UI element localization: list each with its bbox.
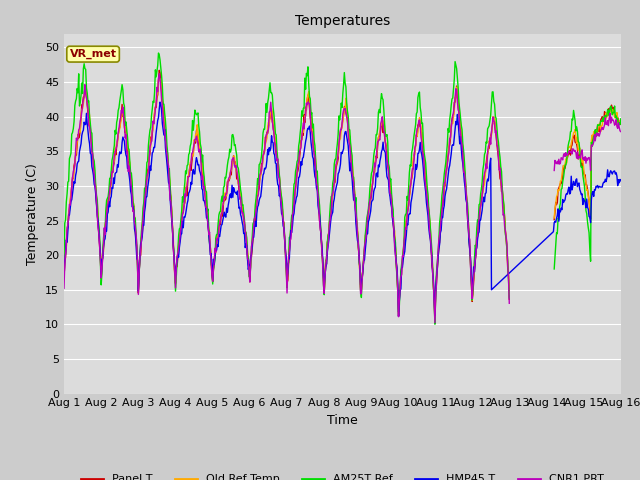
Text: VR_met: VR_met (70, 49, 116, 59)
Y-axis label: Temperature (C): Temperature (C) (26, 163, 40, 264)
Title: Temperatures: Temperatures (295, 14, 390, 28)
Legend: Panel T, Old Ref Temp, AM25T Ref, HMP45 T, CNR1 PRT: Panel T, Old Ref Temp, AM25T Ref, HMP45 … (77, 470, 608, 480)
X-axis label: Time: Time (327, 414, 358, 427)
